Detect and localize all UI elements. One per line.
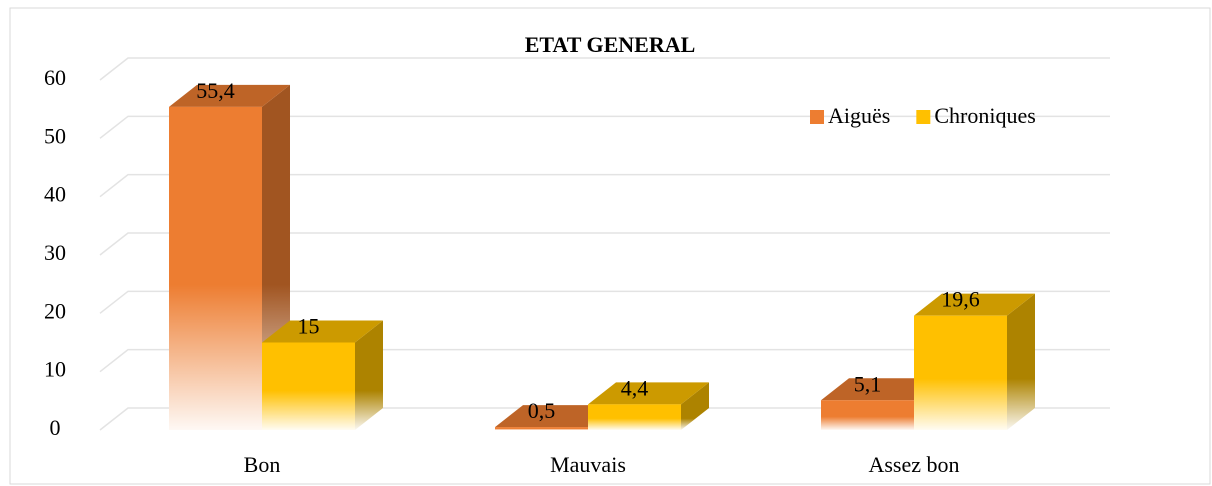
y-tick-label: 60	[44, 65, 66, 90]
bar-fade	[588, 404, 709, 430]
x-tick-label: Mauvais	[550, 452, 626, 477]
legend-swatch	[810, 110, 824, 124]
bar-fade	[262, 342, 383, 430]
value-label: 19,6	[941, 287, 980, 312]
bar-top	[169, 84, 290, 107]
grid-line	[99, 173, 1110, 198]
chart-border	[9, 7, 1211, 485]
bar	[588, 382, 709, 430]
x-tick-label: Assez bon	[868, 452, 959, 477]
bars	[169, 84, 1035, 430]
bar-fade	[914, 315, 1035, 430]
grid-line	[99, 232, 1110, 256]
bar	[262, 320, 383, 430]
legend-swatch	[916, 110, 931, 124]
y-tick-label: 20	[44, 298, 66, 323]
value-label: 4,4	[621, 375, 649, 400]
grid-line	[99, 290, 1110, 314]
legend-label: Chroniques	[934, 103, 1035, 128]
legend-label: Aiguës	[828, 103, 890, 128]
bar-top	[495, 405, 616, 428]
y-tick-label: 40	[44, 182, 66, 207]
value-label: 0,5	[528, 398, 556, 423]
value-label: 15	[298, 314, 320, 339]
value-label: 55,4	[196, 78, 235, 103]
bar-top	[262, 320, 383, 343]
grid-line	[99, 57, 1110, 81]
value-label: 5,1	[854, 371, 882, 396]
bar-top	[588, 382, 709, 405]
y-tick-label: 30	[44, 240, 66, 265]
bar-top	[914, 293, 1035, 316]
chart-title: ETAT GENERAL	[525, 32, 696, 57]
grid	[99, 57, 1110, 431]
grid-line	[99, 115, 1110, 139]
x-tick-label: Bon	[244, 452, 281, 477]
bar-top	[821, 378, 942, 401]
bar	[914, 293, 1035, 430]
y-tick-label: 50	[44, 123, 66, 148]
y-tick-label: 10	[44, 357, 66, 382]
grid-line	[99, 348, 1110, 373]
grid-line	[99, 407, 1110, 431]
bar-fade	[495, 427, 616, 430]
y-tick-label: 0	[50, 415, 61, 440]
